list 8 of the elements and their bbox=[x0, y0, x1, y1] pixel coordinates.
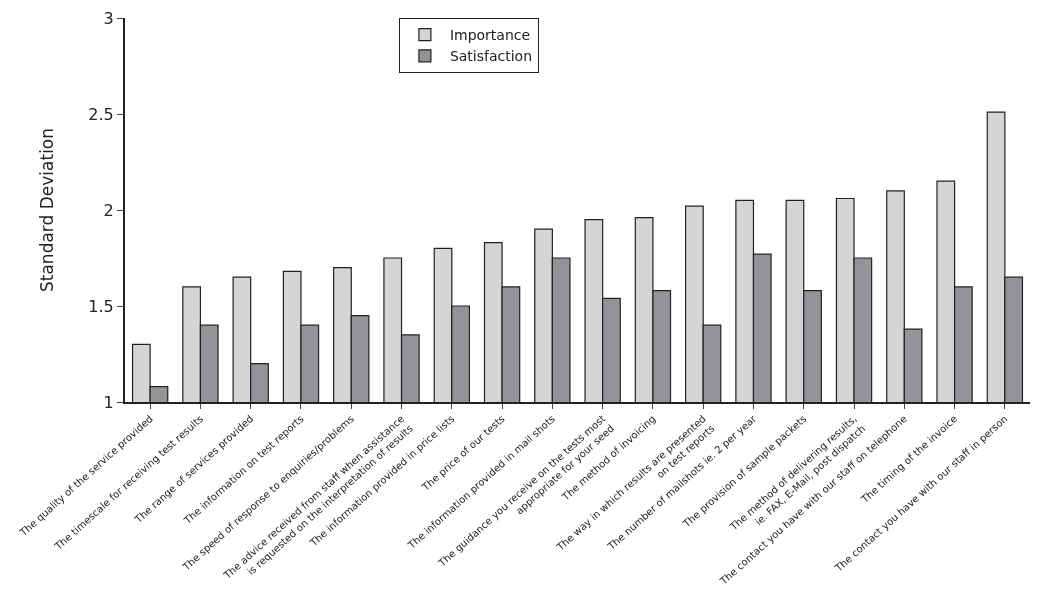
legend-label: Importance bbox=[449, 27, 531, 44]
y-tick-label: 1 bbox=[103, 392, 114, 412]
y-tick-label: 3 bbox=[103, 8, 114, 28]
y-tick-label: 1.5 bbox=[88, 296, 114, 316]
y-axis-title: Standard Deviation bbox=[37, 127, 58, 293]
y-tick-label: 2.5 bbox=[88, 104, 114, 124]
y-tick-label: 2 bbox=[103, 200, 114, 220]
legend-label: Satisfaction bbox=[449, 48, 533, 65]
